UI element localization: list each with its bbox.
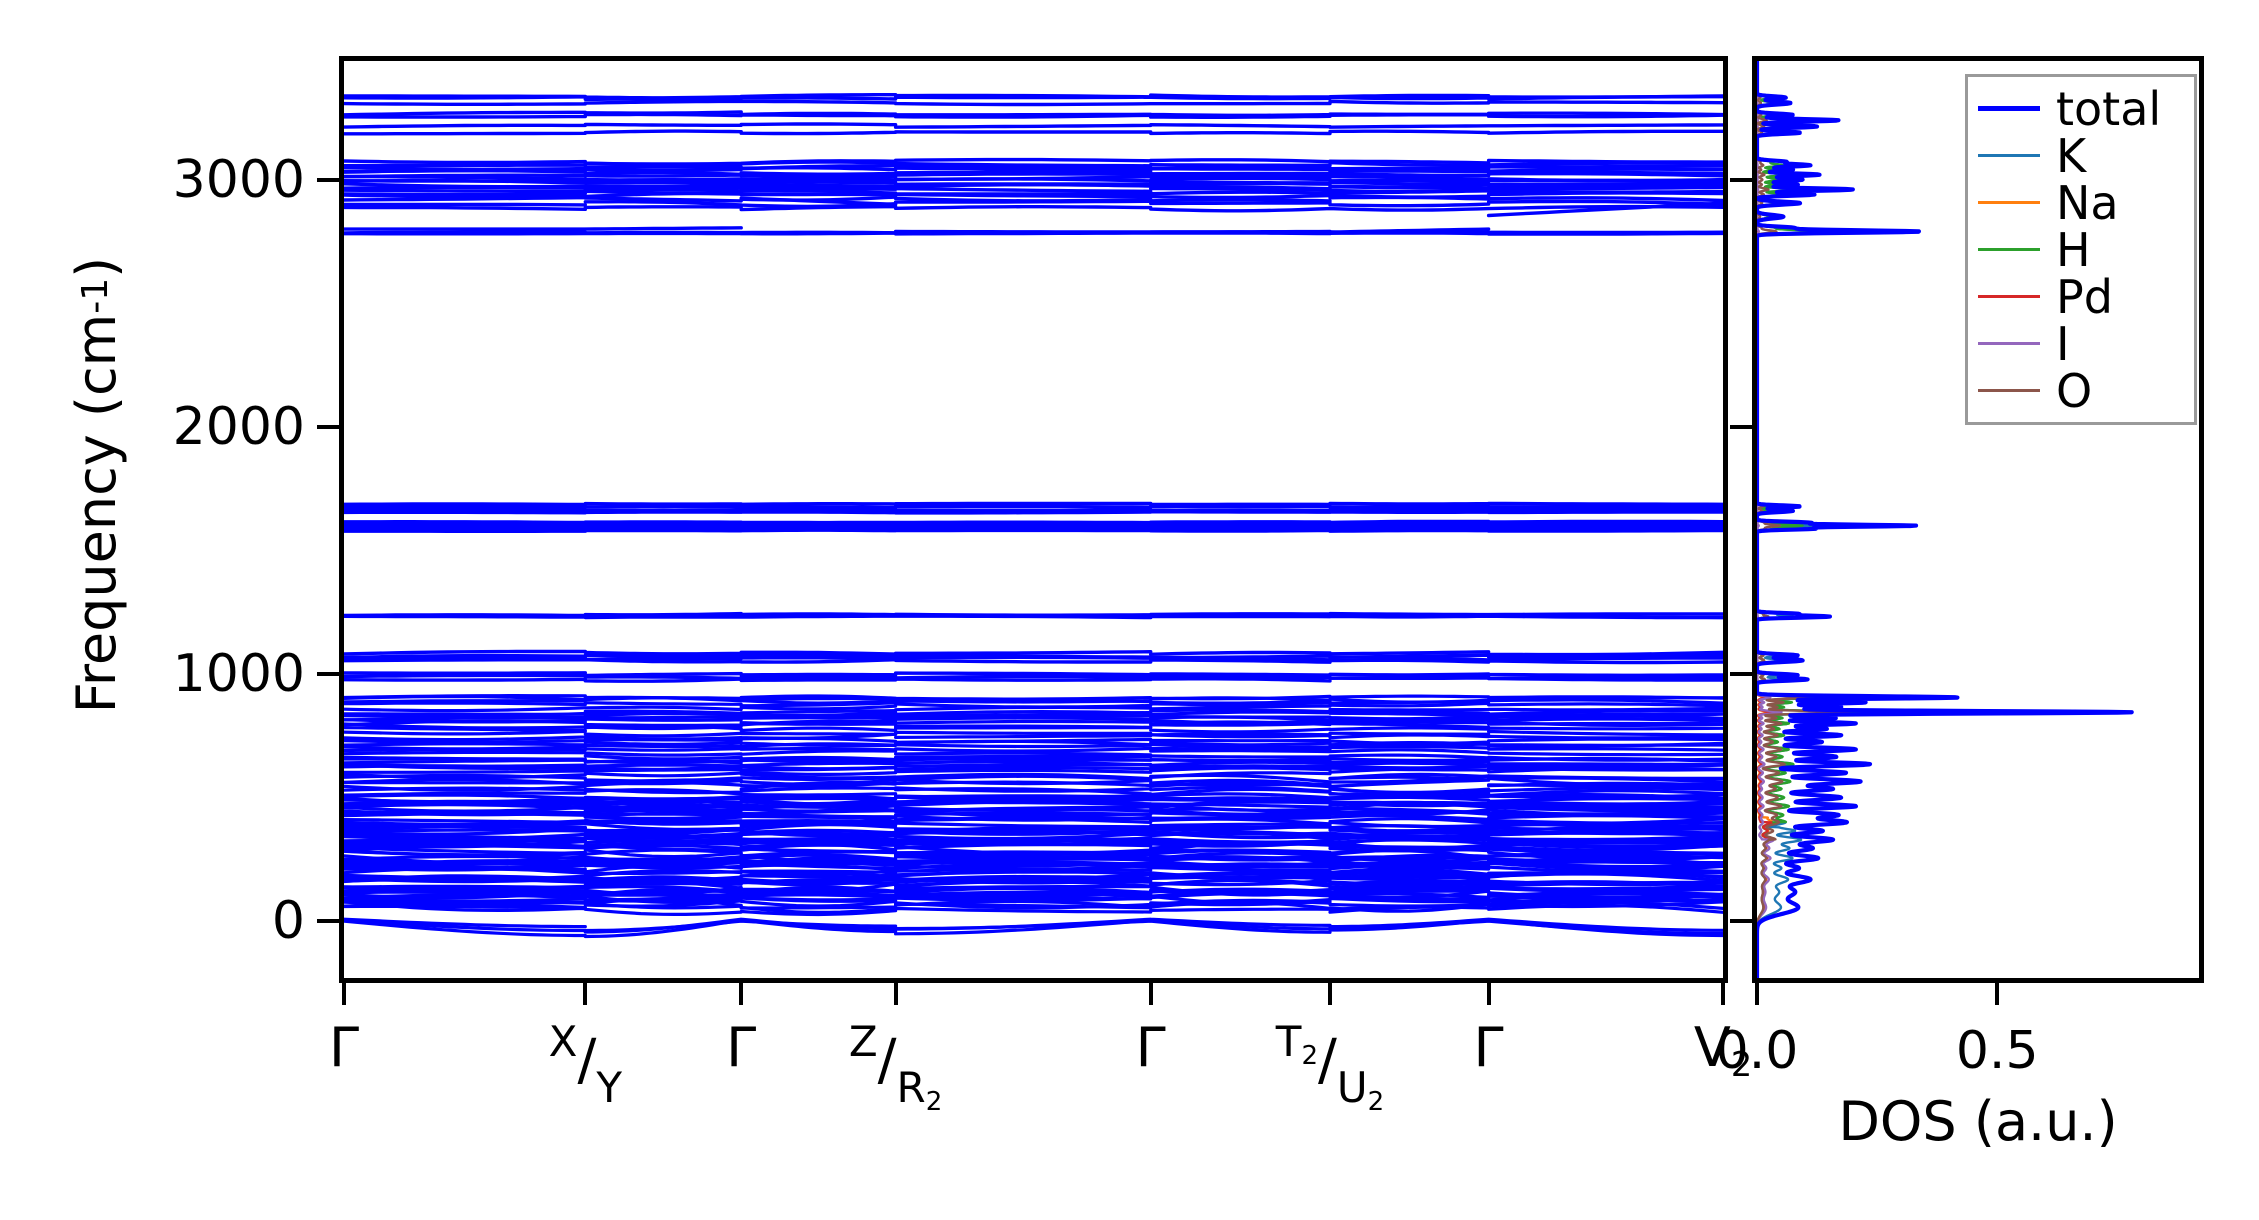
legend-line-icon: [1978, 201, 2040, 204]
legend-item-k[interactable]: K: [1978, 132, 2180, 179]
dos-x-axis-label: DOS (a.u.): [1838, 1090, 2118, 1153]
x-tick-label: X/Y: [548, 1017, 622, 1113]
legend-label: total: [2056, 81, 2162, 136]
legend-item-o[interactable]: O: [1978, 367, 2180, 414]
x-tick-label: Γ: [1135, 1016, 1166, 1079]
legend-item-pd[interactable]: Pd: [1978, 273, 2180, 320]
y-tick-mark: [317, 671, 339, 676]
x-tick-mark: [1721, 983, 1725, 1005]
dos-legend[interactable]: total K Na H Pd I O: [1965, 74, 2197, 425]
legend-label: Na: [2056, 175, 2119, 230]
dos-plot: [1757, 61, 2134, 978]
legend-line-icon: [1978, 106, 2040, 111]
legend-label: K: [2056, 128, 2087, 183]
band-structure-panel[interactable]: [339, 56, 1728, 983]
legend-label: Pd: [2056, 269, 2113, 324]
x-tick-mark: [583, 983, 588, 1005]
x-tick-label: Γ: [726, 1016, 757, 1079]
x-tick-label: Z/R2: [848, 1017, 943, 1117]
y-tick-label: 3000: [172, 149, 305, 210]
x-tick-mark: [342, 983, 346, 1005]
y-tick-label: 1000: [172, 643, 305, 704]
legend-line-icon: [1978, 154, 2040, 157]
dos-y-tick-mark: [1730, 671, 1752, 676]
legend-label: H: [2056, 222, 2091, 277]
dos-y-tick-mark: [1730, 424, 1752, 429]
legend-item-total[interactable]: total: [1978, 85, 2180, 132]
legend-item-h[interactable]: H: [1978, 226, 2180, 273]
legend-line-icon: [1978, 389, 2040, 392]
y-tick-mark: [317, 177, 339, 182]
y-axis-label: Frequency (cm -1): [64, 256, 128, 714]
legend-line-icon: [1978, 342, 2040, 345]
y-tick-label: 0: [271, 891, 305, 952]
x-tick-mark: [739, 983, 744, 1005]
dos-x-tick-mark: [1995, 983, 2000, 1005]
x-tick-mark: [1327, 983, 1332, 1005]
x-tick-mark: [893, 983, 898, 1005]
legend-item-na[interactable]: Na: [1978, 179, 2180, 226]
legend-item-i[interactable]: I: [1978, 320, 2180, 367]
y-tick-mark: [317, 424, 339, 429]
y-axis-label-text: Frequency (cm: [64, 313, 128, 714]
x-tick-label: T2/U2: [1275, 1017, 1385, 1117]
band-structure-plot: [344, 93, 1723, 939]
x-tick-mark: [1486, 983, 1491, 1005]
x-tick-label: V2: [1693, 1016, 1753, 1085]
y-tick-label: 2000: [172, 396, 305, 457]
legend-label: O: [2056, 363, 2093, 418]
legend-line-icon: [1978, 295, 2040, 298]
dos-y-tick-mark: [1730, 919, 1752, 924]
y-tick-mark: [317, 919, 339, 924]
dos-x-tick-mark: [1755, 983, 1759, 1005]
dos-y-tick-mark: [1730, 177, 1752, 182]
legend-label: I: [2056, 316, 2070, 371]
dos-x-tick-label: 0.0: [1715, 1021, 1799, 1081]
x-tick-mark: [1148, 983, 1153, 1005]
y-axis-label-tail: ): [64, 256, 128, 278]
legend-line-icon: [1978, 248, 2040, 251]
x-tick-label: Γ: [1473, 1016, 1504, 1079]
dos-x-tick-label: 0.5: [1955, 1021, 2039, 1081]
x-tick-label: Γ: [328, 1016, 360, 1079]
